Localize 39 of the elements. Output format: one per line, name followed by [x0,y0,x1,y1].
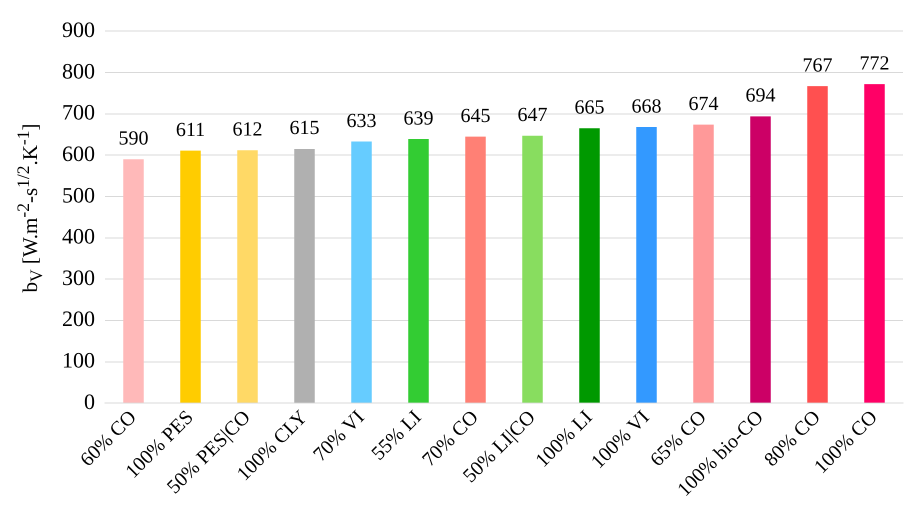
data-label: 633 [346,110,376,132]
data-label: 767 [802,54,832,76]
bar [123,159,144,403]
data-label: 772 [860,52,890,74]
data-label: 694 [746,84,776,107]
data-label: 611 [176,118,206,141]
y-tick-label: 200 [62,306,95,332]
y-tick-label: 400 [62,224,95,249]
y-tick-label: 600 [62,140,95,166]
data-label: 612 [232,118,262,140]
bar [465,136,486,403]
y-tick-label: 800 [62,58,95,84]
bar [294,148,315,403]
x-tick-label: 70% VI [309,406,369,466]
y-tick-label: 100 [62,348,95,373]
data-label: 674 [688,92,718,115]
bar [864,84,885,403]
bar [807,86,828,403]
bar [522,136,543,403]
bar [408,139,429,403]
bar [351,142,372,403]
data-label: 665 [574,96,604,119]
data-label: 668 [632,95,662,118]
y-tick-label: 0 [84,388,95,414]
data-label: 615 [290,117,320,140]
bar [750,116,771,403]
y-tick-label: 500 [62,182,95,208]
data-label: 639 [404,107,434,130]
y-tick-label: 900 [62,16,95,42]
bar [180,150,201,403]
bar [579,128,600,403]
data-label: 647 [518,104,548,126]
y-tick-label: 300 [62,264,95,290]
data-label: 645 [460,104,490,127]
data-label: 590 [118,128,148,150]
bar [636,127,657,403]
y-tick-label: 700 [62,100,95,125]
bar [693,124,714,403]
bar [237,150,258,403]
